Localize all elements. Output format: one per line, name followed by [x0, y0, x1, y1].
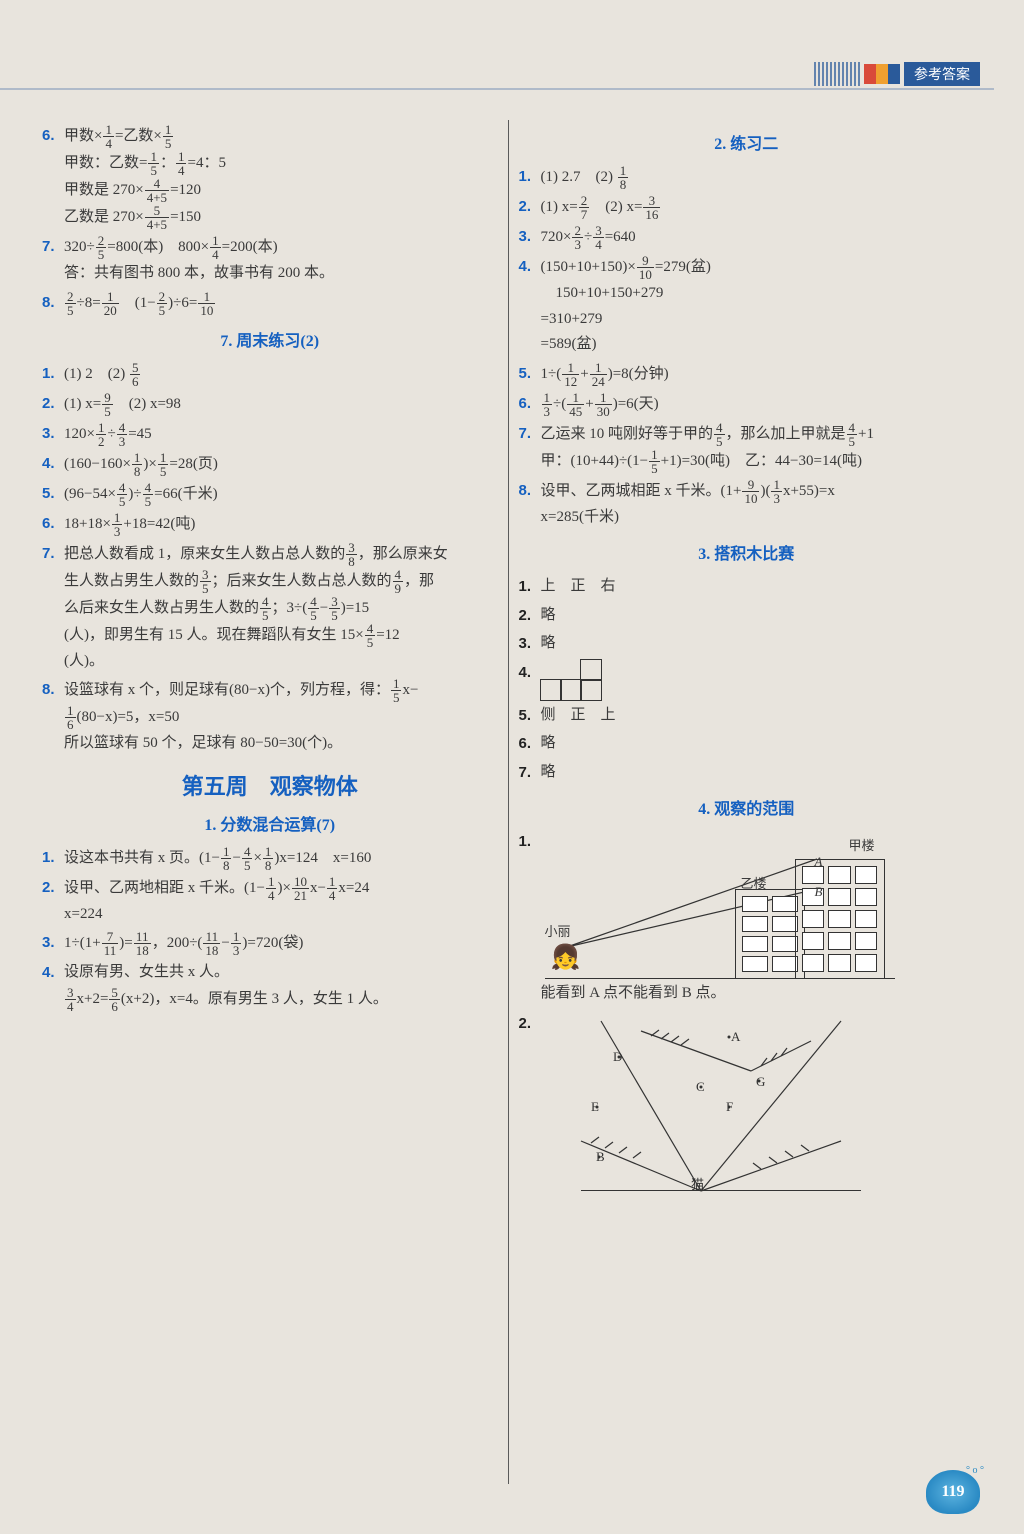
color-blocks: [864, 64, 900, 84]
d-item-7: 7.略: [519, 760, 975, 786]
header-underline: [0, 88, 994, 90]
heading-dajimu: 3. 搭积木比赛: [519, 540, 975, 564]
r-item-3: 3.720×23÷34=640: [519, 224, 975, 251]
diagram-caption: 能看到 A 点不能看到 B 点。: [541, 981, 975, 1007]
r-item-5: 5.1÷(112+124)=8(分钟): [519, 361, 975, 388]
c-item-4: 4. 设原有男、女生共 x 人。 34x+2=56(x+2)，x=4。原有男生 …: [42, 960, 498, 1013]
header-tag: 参考答案: [814, 62, 980, 86]
b-item-7: 7. 把总人数看成 1，原来女生人数占总人数的38，那么原来女 生人数占男生人数…: [42, 541, 498, 675]
barcode-icon: [814, 62, 862, 86]
left-column: 6. 甲数×14=乙数×15 甲数：乙数=15：14=4：5 甲数是 270×4…: [36, 120, 504, 1484]
heading-fraction-7: 1. 分数混合运算(7): [42, 811, 498, 835]
column-divider: [508, 120, 509, 1484]
item-7: 7. 320÷25=800(本) 800×14=200(本) 答：共有图书 80…: [42, 234, 498, 287]
c-item-1: 1. 设这本书共有 x 页。(1−18−45×18)x=124 x=160: [42, 845, 498, 872]
b-item-6: 6.18+18×13+18=42(吨): [42, 511, 498, 538]
r-item-8: 8.设甲、乙两城相距 x 千米。(1+910)(13x+55)=xx=285(千…: [519, 478, 975, 531]
b-item-3: 3.120×12÷43=45: [42, 421, 498, 448]
b-item-1: 1.(1) 2 (2) 56: [42, 361, 498, 388]
label-yilou: 乙楼: [741, 873, 767, 895]
label-jialou: 甲楼: [848, 835, 874, 857]
cat-diagram: A B C D E F G 猫: [581, 1011, 861, 1191]
header-label: 参考答案: [904, 62, 980, 86]
d-item-5: 5.侧 正 上: [519, 703, 975, 729]
r-item-6: 6.13÷(145+130)=6(天): [519, 391, 975, 418]
right-column: 2. 练习二 1.(1) 2.7 (2) 18 2.(1) x=27 (2) x…: [513, 120, 981, 1484]
d-item-3: 3.略: [519, 631, 975, 657]
heading-weekend-2: 7. 周末练习(2): [42, 327, 498, 351]
label-xiaoli: 小丽: [545, 921, 571, 943]
squares-diagram: [541, 660, 613, 700]
b-item-5: 5.(96−54×45)÷45=66(千米): [42, 481, 498, 508]
svg-text:A: A: [731, 1029, 741, 1044]
d-item-1: 1.上 正 右: [519, 574, 975, 600]
c-item-2: 2. 设甲、乙两地相距 x 千米。(1−14)×1021x−14x=24 x=2…: [42, 875, 498, 928]
girl-icon: 👧: [551, 938, 581, 979]
b-item-4: 4.(160−160×18)×15=28(页): [42, 451, 498, 478]
r-item-7: 7.乙运来 10 吨刚好等于甲的45，那么加上甲就是45+1 甲：(10+44)…: [519, 421, 975, 475]
b-item-2: 2.(1) x=95 (2) x=98: [42, 391, 498, 418]
svg-text:B: B: [596, 1149, 605, 1164]
label-a: A: [815, 851, 823, 873]
building-diagram: 👧 小丽 乙楼 甲楼 A B: [545, 829, 925, 979]
building-jia: [795, 859, 885, 979]
r-item-2: 2.(1) x=27 (2) x=316: [519, 194, 975, 221]
item-8: 8. 25÷8=120 (1−25)÷6=110: [42, 290, 498, 317]
heading-lianxi-2: 2. 练习二: [519, 130, 975, 154]
heading-week5: 第五周 观察物体: [42, 769, 498, 801]
g-item-1: 1. 👧 小丽 乙楼 甲楼 A B 能看到 A 点不能看到 B 点。: [519, 829, 975, 1007]
svg-text:G: G: [756, 1074, 765, 1089]
r-item-1: 1.(1) 2.7 (2) 18: [519, 164, 975, 191]
r-item-4: 4.(150+10+150)×910=279(盆) 150+10+150+279…: [519, 254, 975, 358]
label-b: B: [815, 881, 823, 903]
page-number: 119: [926, 1470, 980, 1514]
d-item-6: 6.略: [519, 731, 975, 757]
heading-guancha: 4. 观察的范围: [519, 795, 975, 819]
item-6: 6. 甲数×14=乙数×15 甲数：乙数=15：14=4：5 甲数是 270×4…: [42, 123, 498, 231]
page-content: 6. 甲数×14=乙数×15 甲数：乙数=15：14=4：5 甲数是 270×4…: [36, 120, 980, 1484]
g-item-2: 2. A B C D E F: [519, 1011, 975, 1191]
b-item-8: 8. 设篮球有 x 个，则足球有(80−x)个，列方程，得：15x− 16(80…: [42, 677, 498, 757]
d-item-4: 4.: [519, 660, 975, 700]
d-item-2: 2.略: [519, 603, 975, 629]
c-item-3: 3. 1÷(1+711)=1118，200÷(1118−13)=720(袋): [42, 930, 498, 957]
